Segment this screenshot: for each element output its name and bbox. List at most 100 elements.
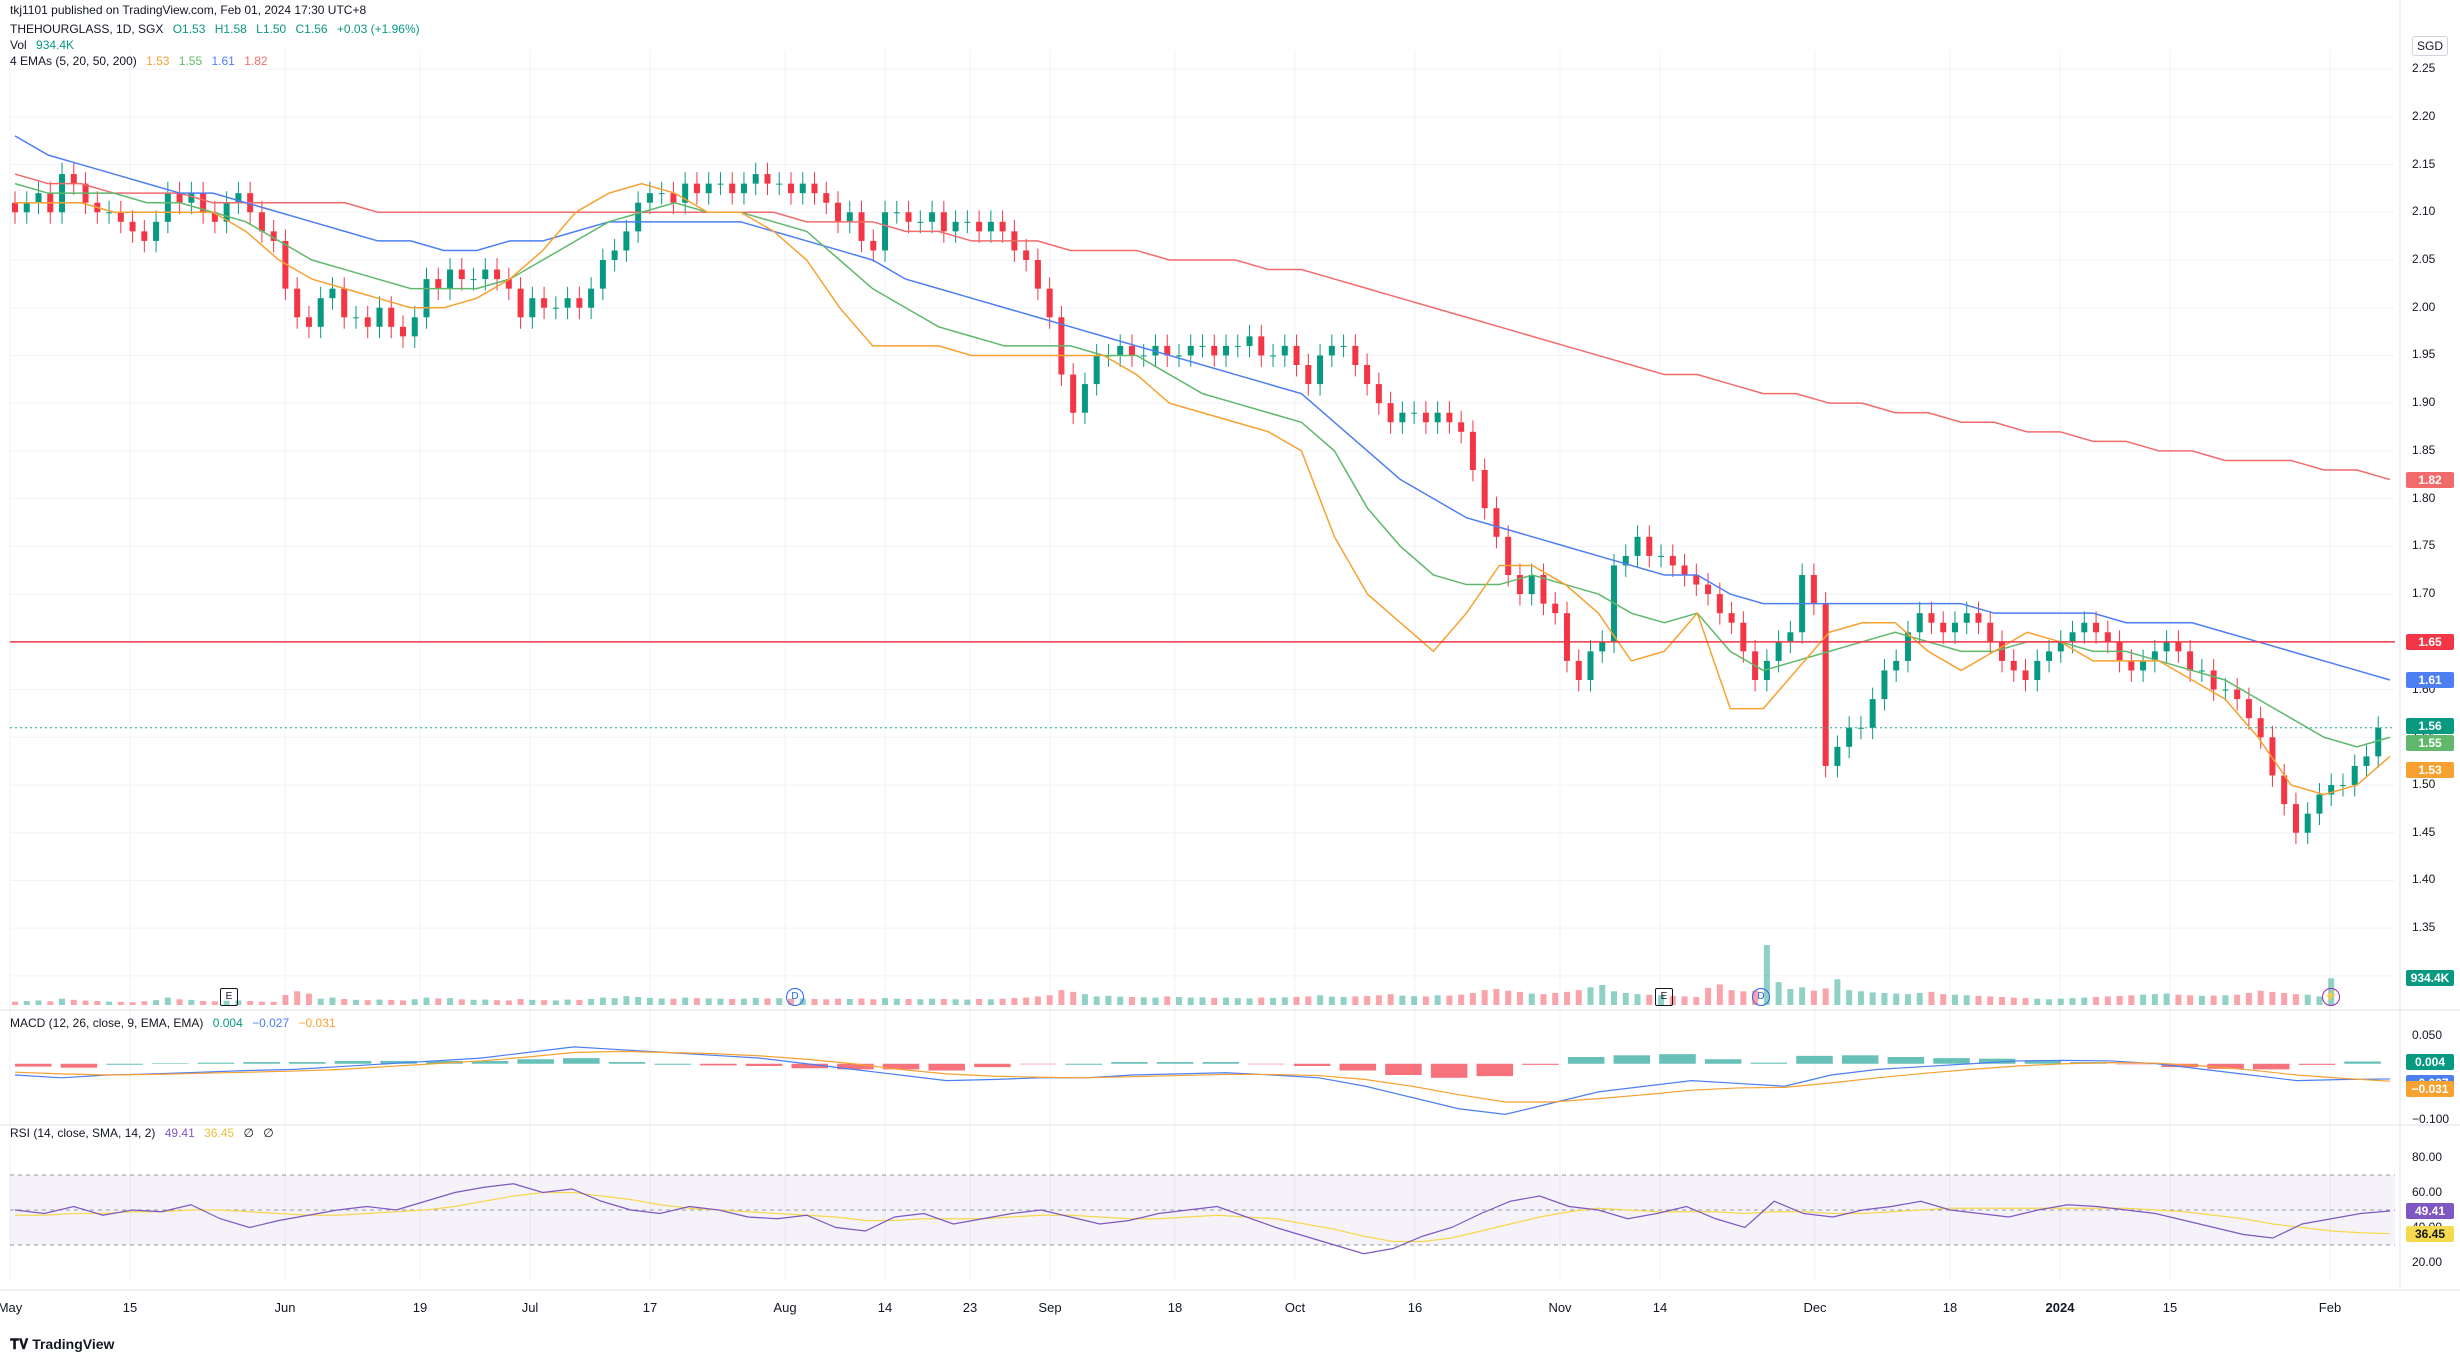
candle-body (1881, 670, 1888, 700)
candle-body (388, 307, 395, 327)
macd-histogram-bar (1248, 1063, 1285, 1065)
time-tick-label: May (0, 1300, 23, 1315)
candle-body (482, 269, 489, 280)
candle-body (164, 193, 171, 222)
candle-body (940, 212, 947, 232)
candle-body (1340, 345, 1347, 347)
candle-body (2093, 622, 2100, 633)
volume-bar (2281, 993, 2288, 1005)
rsi-label[interactable]: RSI (14, close, SMA, 14, 2) (10, 1126, 156, 1140)
macd-histogram-bar (1659, 1054, 1696, 1064)
volume-bar (599, 997, 606, 1005)
candle-body (23, 202, 30, 213)
volume-bar (1869, 992, 1876, 1005)
price-tick-label: 1.45 (2412, 824, 2436, 839)
candle-body (1070, 374, 1077, 413)
candle-body (341, 288, 348, 318)
volume-bar (541, 1000, 548, 1005)
volume-bar (2292, 994, 2299, 1005)
volume-bar (364, 1000, 371, 1005)
candle-body (1399, 412, 1406, 423)
candle-body (2163, 641, 2170, 652)
candle-body (929, 212, 936, 222)
ema-legend: 4 EMAs (5, 20, 50, 200) 1.53 1.55 1.61 1… (10, 54, 274, 68)
volume-bar (2116, 995, 2123, 1005)
volume-bar (1093, 996, 1100, 1005)
volume-bar (576, 999, 583, 1005)
volume-bar (917, 999, 924, 1005)
macd-histogram-bar (15, 1063, 52, 1067)
volume-bar (1081, 994, 1088, 1005)
candle-body (2069, 632, 2076, 642)
candle-body (1975, 613, 1982, 623)
volume-bar (2269, 991, 2276, 1005)
time-tick-label: 16 (1407, 1300, 1423, 1315)
price-tick-label: 2.10 (2412, 204, 2436, 219)
candle-body (2046, 651, 2053, 661)
volume-bar (2034, 998, 2041, 1005)
candle-body (2316, 794, 2323, 814)
tradingview-logo[interactable]: 𝐓𝐕 TradingView (10, 1336, 114, 1353)
candle-body (1646, 536, 1653, 556)
candle-body (129, 221, 136, 232)
earnings-event-icon[interactable]: E (1655, 988, 1673, 1006)
volume-bar (976, 999, 983, 1005)
candle-body (964, 221, 971, 223)
candle-body (917, 221, 924, 223)
candle-body (1046, 288, 1053, 318)
dividend-event-icon[interactable]: D (1752, 988, 1770, 1006)
volume-bar (835, 998, 842, 1005)
volume-bar (764, 998, 771, 1005)
volume-bar (1434, 995, 1441, 1005)
currency-label[interactable]: SGD (2412, 36, 2448, 56)
candle-body (1317, 355, 1324, 385)
macd-histogram-bar (1430, 1063, 1468, 1078)
volume-bar (1128, 997, 1135, 1005)
macd-histogram-bar (471, 1060, 509, 1064)
candle-body (1869, 699, 1876, 728)
candle-body (282, 240, 289, 289)
candle-body (1658, 555, 1665, 557)
symbol-label[interactable]: THEHOURGLASS, 1D, SGX (10, 22, 164, 36)
candle-body (987, 221, 994, 232)
volume-bar (1399, 995, 1406, 1005)
candle-body (576, 298, 583, 308)
ema200-value: 1.82 (244, 54, 268, 68)
macd-histogram-bar (974, 1063, 1011, 1068)
dividend-event-icon[interactable]: D (786, 988, 804, 1006)
macd-histogram-bar (426, 1060, 463, 1064)
time-tick-label: Aug (773, 1300, 797, 1315)
volume-bar (1587, 987, 1594, 1005)
volume-bar (482, 999, 489, 1005)
volume-bar (1540, 994, 1547, 1005)
candle-body (611, 250, 618, 260)
candle-body (2081, 622, 2088, 633)
candle-body (223, 202, 230, 222)
macd-histogram-bar (1111, 1062, 1148, 1064)
candle-body (2339, 785, 2346, 786)
ema-label[interactable]: 4 EMAs (5, 20, 50, 200) (10, 54, 137, 68)
candle-body (153, 221, 160, 241)
candle-body (1023, 250, 1030, 260)
volume-bar (682, 997, 689, 1005)
candle-body (2281, 775, 2288, 805)
candle-body (1164, 345, 1171, 356)
vol-label[interactable]: Vol (10, 38, 27, 52)
candle-body (1481, 470, 1488, 509)
volume-bar (2081, 997, 2088, 1005)
candle-body (893, 212, 900, 214)
volume-bar (2104, 996, 2111, 1005)
macd-histogram-bar (928, 1063, 965, 1071)
macd-label[interactable]: MACD (12, 26, close, 9, EMA, EMA) (10, 1016, 204, 1030)
macd-signal-value: −0.031 (298, 1016, 336, 1030)
macd-histogram-bar (1202, 1062, 1240, 1064)
macd-histogram-bar (2024, 1060, 2062, 1064)
volume-bar (2257, 990, 2264, 1005)
candle-body (2234, 689, 2241, 700)
volume-bar (376, 999, 383, 1005)
macd-histogram-bar (334, 1060, 372, 1064)
flash-event-icon[interactable]: ⚡ (2322, 988, 2340, 1006)
volume-bar (2222, 995, 2229, 1005)
earnings-event-icon[interactable]: E (220, 988, 238, 1006)
